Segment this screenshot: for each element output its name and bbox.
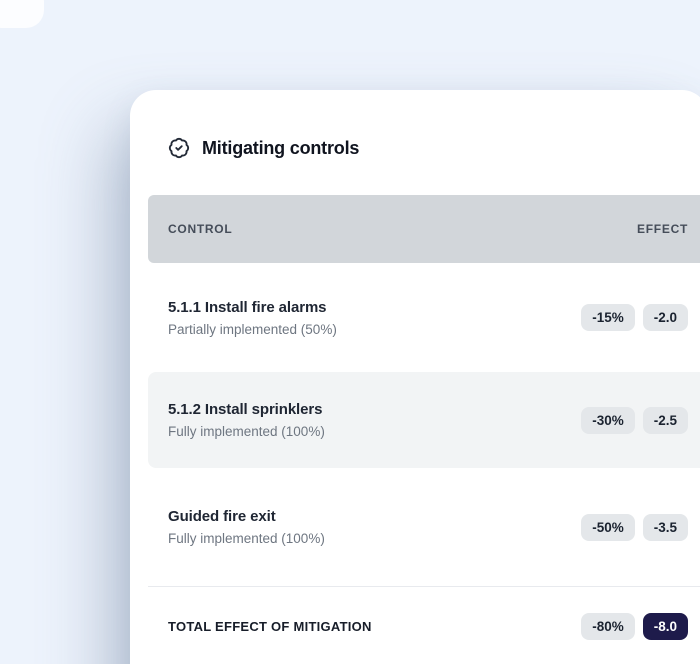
total-effect-label: TOTAL EFFECT OF MITIGATION <box>168 619 372 634</box>
table-row[interactable]: 5.1.1 Install fire alarms Partially impl… <box>148 263 700 372</box>
effect-cell: -15% -2.0 <box>581 304 688 331</box>
column-header-effect: EFFECT <box>637 222 688 236</box>
column-header-control: CONTROL <box>168 222 233 236</box>
corner-decoration <box>0 0 44 28</box>
mitigating-controls-card: Mitigating controls CONTROL EFFECT 5.1.1… <box>130 90 700 664</box>
total-percent-badge: -80% <box>581 613 635 640</box>
effect-cell: -30% -2.5 <box>581 406 688 434</box>
effect-value-badge: -3.5 <box>642 513 688 541</box>
control-cell: 5.1.1 Install fire alarms Partially impl… <box>168 299 337 337</box>
control-status: Partially implemented (50%) <box>168 321 337 337</box>
card-title: Mitigating controls <box>202 137 360 158</box>
table-row[interactable]: Guided fire exit Fully implemented (100%… <box>148 468 700 586</box>
table-footer-row: TOTAL EFFECT OF MITIGATION -80% -8.0 <box>148 586 700 664</box>
effect-percent-badge: -15% <box>581 304 635 331</box>
control-status: Fully implemented (100%) <box>168 531 325 546</box>
table-row[interactable]: 5.1.2 Install sprinklers Fully implement… <box>148 372 700 468</box>
control-title: 5.1.1 Install fire alarms <box>168 298 327 316</box>
controls-table: CONTROL EFFECT 5.1.1 Install fire alarms… <box>148 195 700 664</box>
effect-cell: -50% -3.5 <box>581 513 688 541</box>
control-title: 5.1.2 Install sprinklers <box>168 401 323 418</box>
effect-value-badge: -2.0 <box>642 304 688 331</box>
control-status: Fully implemented (100%) <box>168 424 325 439</box>
effect-value-badge: -2.5 <box>642 406 688 434</box>
card-header: Mitigating controls <box>130 90 700 159</box>
control-title: Guided fire exit <box>168 508 276 525</box>
control-cell: Guided fire exit Fully implemented (100%… <box>168 508 325 546</box>
effect-percent-badge: -30% <box>581 406 635 434</box>
total-value-badge: -8.0 <box>642 613 688 640</box>
table-header-row: CONTROL EFFECT <box>148 195 700 263</box>
control-cell: 5.1.2 Install sprinklers Fully implement… <box>168 401 325 439</box>
total-effect-cell: -80% -8.0 <box>581 613 688 640</box>
badge-check-icon <box>168 137 190 159</box>
effect-percent-badge: -50% <box>581 513 635 541</box>
